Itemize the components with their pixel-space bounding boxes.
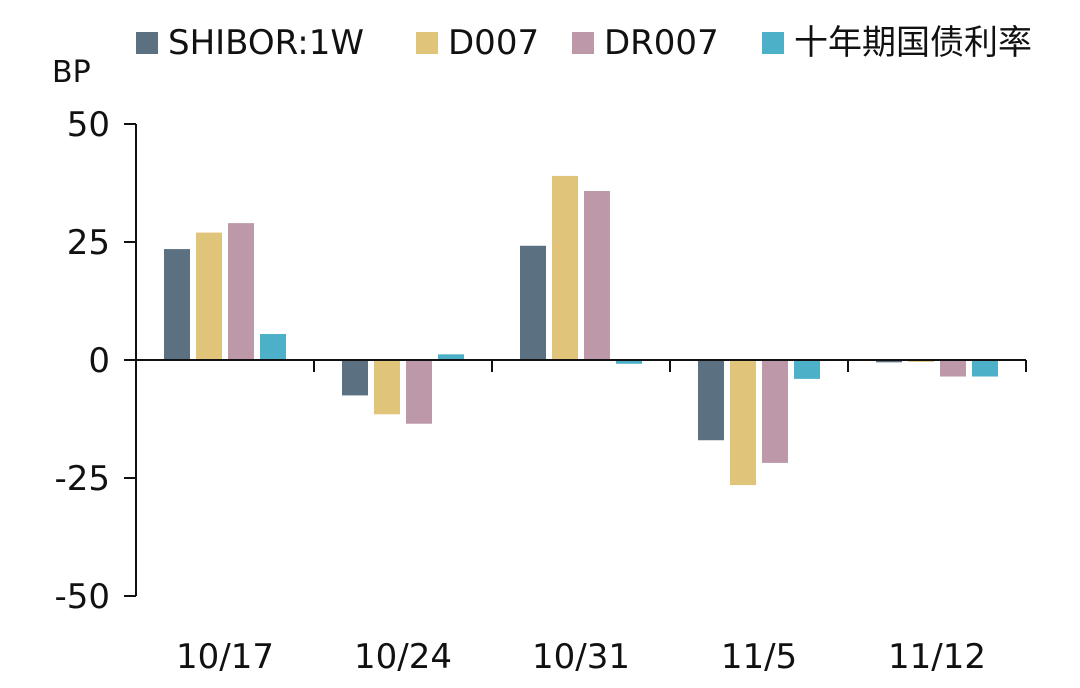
legend-label: SHIBOR:1W (168, 23, 364, 63)
category-label: 11/5 (721, 637, 797, 677)
y-tick-label: 25 (67, 223, 110, 263)
bar-dr007-1 (228, 223, 254, 360)
y-axis-unit-label: BP (52, 55, 91, 90)
bar--4 (794, 360, 820, 379)
y-tick-label: 50 (67, 105, 110, 145)
legend-swatch (416, 32, 438, 54)
category-labels: 10/17 10/24 10/31 11/5 11/12 (176, 637, 986, 677)
y-tick-label: 0 (88, 341, 110, 381)
category-label: 10/31 (532, 637, 630, 677)
category-label: 10/17 (176, 637, 274, 677)
bar--2 (438, 354, 464, 360)
legend-label: 十年期国债利率 (794, 23, 1032, 63)
legend-swatch (762, 32, 784, 54)
legend: SHIBOR:1W D007 DR007 十年期国债利率 (136, 23, 1032, 63)
bar-d007-1 (196, 232, 222, 360)
legend-swatch (572, 32, 594, 54)
bar-shibor-1w-4 (698, 360, 724, 441)
bar-shibor-1w-5 (876, 360, 902, 363)
legend-label: D007 (448, 23, 539, 63)
bar-d007-4 (730, 360, 756, 486)
bar--3 (616, 360, 642, 364)
bar--5 (972, 360, 998, 377)
bar-dr007-3 (584, 191, 610, 360)
bars (164, 175, 998, 486)
bar-dr007-5 (940, 360, 966, 377)
bar--1 (260, 334, 286, 360)
bar-shibor-1w-3 (520, 245, 546, 360)
x-axis (136, 359, 1027, 372)
category-label: 11/12 (888, 637, 986, 677)
legend-swatch (136, 32, 158, 54)
bar-dr007-4 (762, 360, 788, 463)
bar-d007-2 (374, 360, 400, 415)
legend-label: DR007 (604, 23, 719, 63)
bar-d007-3 (552, 175, 578, 360)
y-tick-label: -25 (54, 459, 110, 499)
y-axis: 50 25 0 -25 -50 (54, 105, 137, 617)
category-label: 10/24 (354, 637, 452, 677)
bar-dr007-2 (406, 360, 432, 424)
bar-shibor-1w-1 (164, 249, 190, 360)
y-tick-label: -50 (54, 577, 110, 617)
bar-shibor-1w-2 (342, 360, 368, 396)
